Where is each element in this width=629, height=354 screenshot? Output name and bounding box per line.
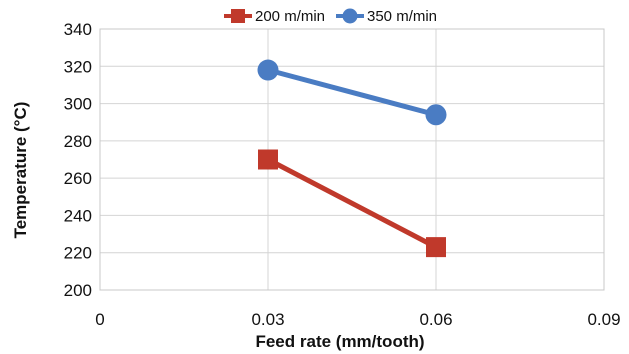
- series-1-point-0: [258, 149, 278, 170]
- y-tick-label-7: 340: [64, 20, 92, 39]
- x-tick-label-1: 0.03: [251, 310, 284, 329]
- series-1-point-1: [426, 237, 446, 258]
- x-tick-label-3: 0.09: [587, 310, 620, 329]
- plot-area-border: [99, 28, 605, 291]
- x-axis-ticks: 0 0.03 0.06 0.09: [95, 310, 620, 329]
- x-tick-label-0: 0: [95, 310, 104, 329]
- y-tick-label-1: 220: [64, 244, 92, 263]
- series-line-2: [267, 67, 437, 118]
- series-2-point-1: [425, 104, 447, 126]
- x-tick-label-2: 0.06: [419, 310, 452, 329]
- series-line-1: [266, 157, 438, 250]
- legend-marker-series-2: [342, 8, 358, 24]
- series-layer: [257, 59, 447, 258]
- legend: 200 m/min 350 m/min: [224, 8, 437, 25]
- y-tick-label-6: 320: [64, 57, 92, 76]
- y-axis-ticks: 200 220 240 260 280 300 320 340: [64, 20, 92, 300]
- x-axis-label: Feed rate (mm/tooth): [255, 332, 424, 351]
- legend-label-series-1: 200 m/min: [255, 8, 325, 25]
- y-tick-label-2: 240: [64, 206, 92, 225]
- y-tick-label-0: 200: [64, 281, 92, 300]
- y-tick-label-4: 280: [64, 132, 92, 151]
- grid: [99, 28, 605, 291]
- y-tick-label-3: 260: [64, 169, 92, 188]
- legend-marker-series-1: [231, 9, 245, 23]
- legend-label-series-2: 350 m/min: [367, 8, 437, 25]
- y-axis-label: Temperature (°C): [11, 102, 30, 239]
- series-2-point-0: [257, 59, 279, 81]
- y-tick-label-5: 300: [64, 95, 92, 114]
